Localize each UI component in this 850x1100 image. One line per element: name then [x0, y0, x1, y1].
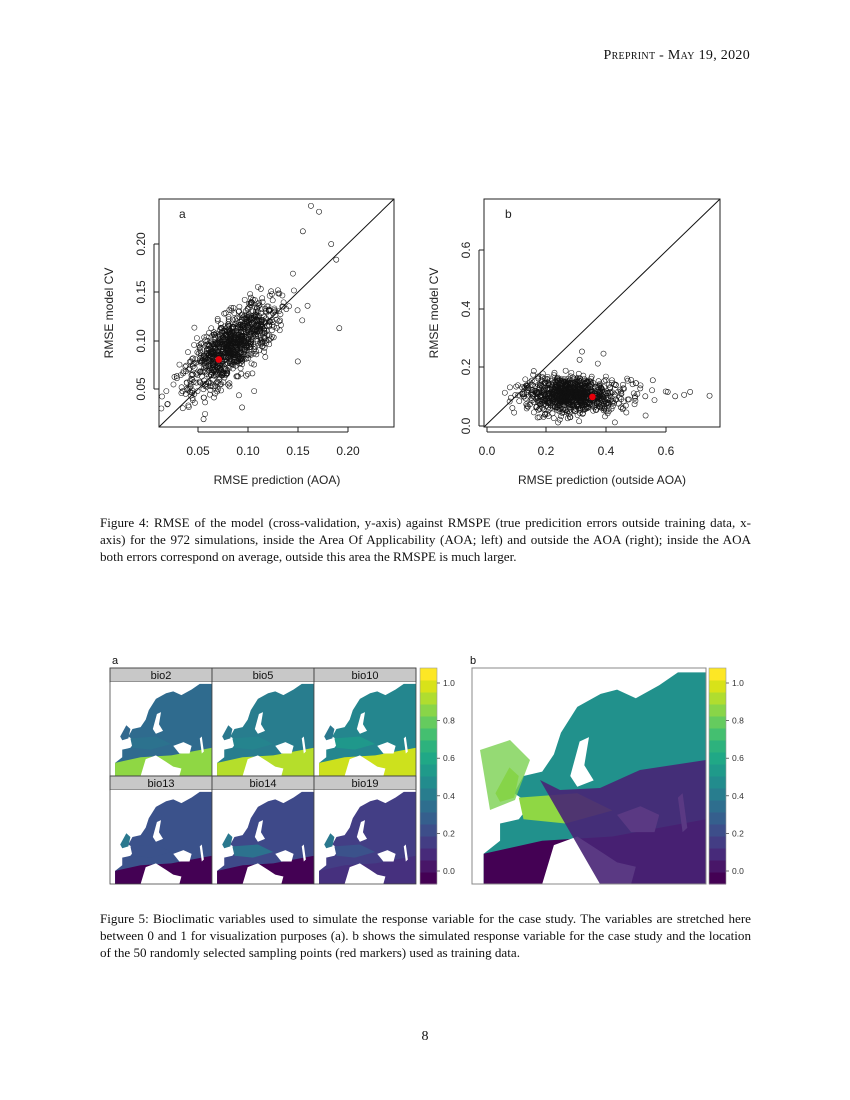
svg-text:0.0: 0.0 — [459, 417, 473, 434]
strip-label-bio5: bio5 — [253, 670, 274, 682]
svg-text:0.05: 0.05 — [186, 444, 210, 458]
bioclim-panel-grid: bio2 bio5 bio10 bio13 bio14 bio19 — [109, 667, 417, 885]
plot-box-a — [158, 198, 395, 428]
svg-text:0.05: 0.05 — [134, 377, 148, 401]
y-axis-ticks-a — [153, 243, 159, 390]
svg-text:0.6: 0.6 — [443, 753, 455, 763]
svg-text:0.4: 0.4 — [598, 444, 615, 458]
scatter-points-b — [501, 348, 713, 426]
header-date: May 19, 2020 — [667, 48, 750, 63]
identity-line-a — [158, 198, 395, 428]
svg-text:0.10: 0.10 — [134, 329, 148, 353]
svg-text:0.20: 0.20 — [134, 232, 148, 256]
svg-text:0.6: 0.6 — [658, 444, 675, 458]
colorbar-b: 1.0 0.8 0.6 0.4 0.2 0.0 — [708, 667, 744, 885]
svg-text:1.0: 1.0 — [732, 678, 744, 688]
strip-label-bio14: bio14 — [250, 778, 277, 790]
x-axis-ticks-a — [197, 427, 349, 433]
strip-label-bio13: bio13 — [148, 778, 175, 790]
fig5-panel-label-b: b — [470, 655, 476, 667]
svg-text:0.4: 0.4 — [443, 791, 455, 801]
svg-text:0.8: 0.8 — [732, 716, 744, 726]
fig5-panel-label-a: a — [112, 655, 119, 667]
strip-label-bio10: bio10 — [352, 670, 379, 682]
response-map — [472, 668, 706, 884]
svg-text:0.6: 0.6 — [459, 241, 473, 258]
svg-text:0.2: 0.2 — [443, 828, 455, 838]
header-preprint: Preprint — [603, 48, 656, 63]
svg-text:0.0: 0.0 — [732, 866, 744, 876]
running-header: Preprint - May 19, 2020 — [604, 48, 751, 64]
x-tick-labels-a: 0.05 0.10 0.15 0.20 — [186, 444, 360, 458]
svg-text:0.8: 0.8 — [443, 716, 455, 726]
svg-text:0.0: 0.0 — [443, 866, 455, 876]
svg-text:0.10: 0.10 — [236, 444, 260, 458]
svg-text:0.4: 0.4 — [732, 791, 744, 801]
figure-5: a bio2 bio5 bio10 bio13 bio14 bio19 1.0 0.8 0.6… — [109, 655, 744, 885]
y-tick-labels-a: 0.05 0.10 0.15 0.20 — [134, 232, 148, 401]
svg-text:0.6: 0.6 — [732, 753, 744, 763]
x-axis-title-a: RMSE prediction (AOA) — [214, 473, 341, 487]
svg-text:0.2: 0.2 — [459, 358, 473, 375]
plot-box-b — [483, 198, 721, 428]
svg-text:0.20: 0.20 — [336, 444, 360, 458]
identity-line-b — [483, 198, 721, 428]
svg-text:0.4: 0.4 — [459, 300, 473, 317]
svg-text:0.0: 0.0 — [479, 444, 496, 458]
page-number: 8 — [421, 1029, 429, 1044]
figure4-panel-b: b 0.0 0.2 0.4 0.6 0.0 0.2 0.4 0.6 RMSE p… — [427, 198, 721, 487]
svg-text:0.15: 0.15 — [286, 444, 310, 458]
strip-label-bio2: bio2 — [151, 670, 172, 682]
figure5-caption: Figure 5: Bioclimatic variables used to … — [100, 911, 751, 961]
header-separator: - — [655, 48, 668, 63]
y-axis-ticks-b — [478, 249, 484, 427]
strip-label-bio19: bio19 — [352, 778, 379, 790]
figure-4: a 0.05 0.10 0.15 0.20 0.05 0.10 0.15 0.2… — [102, 198, 721, 487]
colorbar-a: 1.0 0.8 0.6 0.4 0.2 0.0 — [419, 667, 455, 885]
svg-text:0.15: 0.15 — [134, 280, 148, 304]
y-axis-title-a: RMSE model CV — [102, 268, 116, 359]
y-tick-labels-b: 0.0 0.2 0.4 0.6 — [459, 241, 473, 434]
x-axis-title-b: RMSE prediction (outside AOA) — [518, 473, 686, 487]
x-axis-ticks-b — [486, 427, 667, 433]
figure4-caption: Figure 4: RMSE of the model (cross-valid… — [100, 515, 751, 565]
svg-text:1.0: 1.0 — [443, 678, 455, 688]
scatter-points-a — [158, 202, 343, 423]
figure4-panel-a: a 0.05 0.10 0.15 0.20 0.05 0.10 0.15 0.2… — [102, 198, 395, 487]
y-axis-title-b: RMSE model CV — [427, 268, 441, 359]
svg-text:0.2: 0.2 — [538, 444, 555, 458]
panel-label-a: a — [179, 207, 186, 221]
panel-label-b: b — [505, 207, 512, 221]
svg-text:0.2: 0.2 — [732, 828, 744, 838]
x-tick-labels-b: 0.0 0.2 0.4 0.6 — [479, 444, 675, 458]
map-frame-b — [471, 667, 707, 885]
